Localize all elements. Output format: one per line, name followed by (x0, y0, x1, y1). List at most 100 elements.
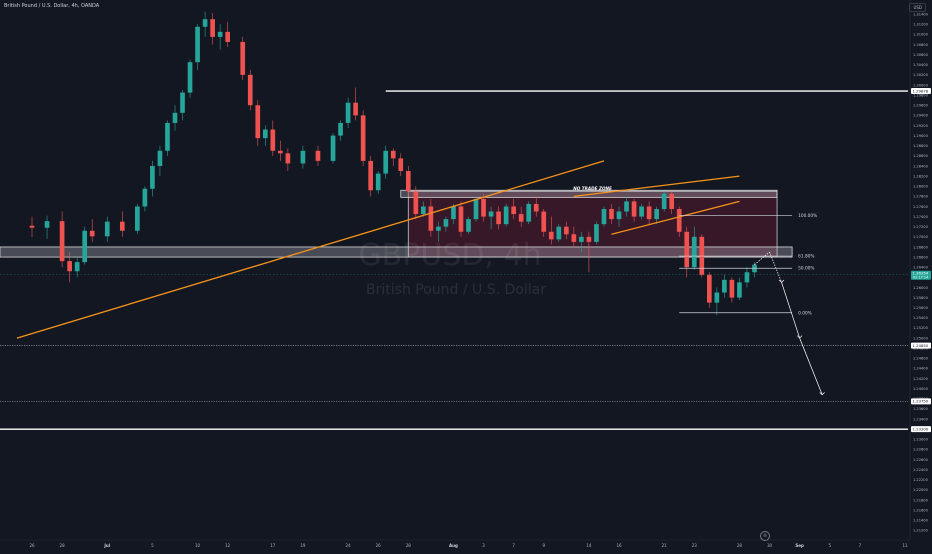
candle-body[interactable] (714, 292, 720, 303)
candle-body[interactable] (518, 214, 524, 222)
projection-path-segment[interactable] (781, 282, 800, 339)
candle-body[interactable] (669, 193, 675, 209)
candle-body[interactable] (82, 230, 88, 263)
candle-body[interactable] (729, 279, 735, 298)
candle-body[interactable] (564, 226, 569, 235)
candle-body[interactable] (616, 211, 622, 220)
candle-body[interactable] (473, 198, 479, 220)
candle-body[interactable] (270, 129, 276, 151)
candle-body[interactable] (44, 221, 50, 228)
candle-body[interactable] (571, 234, 577, 242)
candle-body[interactable] (285, 153, 291, 164)
candle-body[interactable] (225, 31, 231, 42)
candle-body[interactable] (247, 74, 253, 106)
projection-path-segment[interactable] (769, 251, 782, 283)
candle-body[interactable] (255, 105, 261, 139)
candle-body[interactable] (74, 262, 80, 272)
candle-body[interactable] (601, 208, 607, 225)
candle-body[interactable] (300, 150, 306, 164)
candle-body[interactable] (172, 112, 178, 123)
candle-body[interactable] (375, 173, 381, 191)
candle-body[interactable] (586, 236, 592, 242)
candle-body[interactable] (661, 193, 667, 209)
candle-body[interactable] (639, 206, 644, 217)
candle-body[interactable] (676, 208, 682, 232)
candle-body[interactable] (157, 150, 163, 166)
projection-path-segment[interactable] (754, 251, 770, 265)
trendline[interactable] (16, 160, 605, 339)
currency-badge[interactable]: USD (909, 3, 926, 12)
candle-body[interactable] (654, 208, 659, 220)
candle-body[interactable] (533, 203, 539, 212)
candle-body[interactable] (262, 129, 268, 139)
candle-body[interactable] (278, 150, 283, 154)
candle-body[interactable] (240, 41, 246, 75)
candle-body[interactable] (330, 135, 336, 161)
candle-body[interactable] (466, 219, 471, 232)
candle-body[interactable] (187, 62, 193, 93)
candle-body[interactable] (451, 206, 456, 220)
candle-body[interactable] (646, 206, 652, 220)
candle-body[interactable] (691, 236, 697, 268)
time-zone-icon[interactable]: ⊗ (760, 531, 770, 541)
candle-body[interactable] (104, 221, 110, 237)
candle-body[interactable] (421, 206, 426, 215)
candle-body[interactable] (722, 279, 727, 293)
candle-body[interactable] (360, 115, 366, 161)
candle-body[interactable] (150, 165, 155, 189)
candle-body[interactable] (142, 188, 148, 207)
candle-body[interactable] (684, 231, 690, 268)
candle-body[interactable] (180, 92, 185, 113)
candle-body[interactable] (202, 19, 208, 27)
candle-body[interactable] (737, 282, 742, 298)
candle-body[interactable] (503, 206, 509, 225)
candle-body[interactable] (443, 219, 449, 227)
candle-body[interactable] (29, 225, 35, 228)
candle-body[interactable] (405, 171, 411, 192)
zone-rect[interactable] (0, 246, 793, 258)
candle-body[interactable] (548, 231, 554, 240)
candle-body[interactable] (744, 272, 750, 283)
candle-body[interactable] (594, 224, 599, 242)
candle-body[interactable] (511, 206, 516, 215)
candle-body[interactable] (413, 191, 419, 215)
candle-body[interactable] (398, 158, 404, 172)
candle-body[interactable] (210, 19, 215, 37)
zone-rect[interactable] (400, 189, 778, 198)
trendline[interactable] (573, 175, 740, 197)
candle-body[interactable] (488, 211, 494, 217)
candle-body[interactable] (496, 211, 501, 225)
candle-body[interactable] (195, 26, 200, 63)
candle-body[interactable] (706, 274, 712, 303)
candle-body[interactable] (428, 206, 434, 231)
candle-body[interactable] (609, 208, 614, 220)
candle-body[interactable] (556, 226, 562, 240)
candle-body[interactable] (383, 150, 389, 174)
candle-body[interactable] (526, 203, 532, 222)
candle-body[interactable] (345, 102, 351, 123)
price-tick-label: 1.26600 (913, 255, 929, 259)
candle-body[interactable] (217, 31, 223, 37)
candle-body[interactable] (89, 230, 95, 237)
candle-body[interactable] (119, 221, 125, 231)
candle-body[interactable] (353, 102, 358, 116)
candle-body[interactable] (436, 226, 441, 231)
projection-path-segment[interactable] (799, 337, 823, 395)
candle-body[interactable] (631, 201, 637, 217)
candle-body[interactable] (458, 206, 464, 232)
candle-body[interactable] (315, 150, 321, 161)
candle-body[interactable] (390, 150, 396, 159)
candle-body[interactable] (338, 122, 343, 136)
trendline[interactable] (611, 200, 740, 235)
candle-body[interactable] (481, 198, 486, 217)
candle-body[interactable] (579, 236, 584, 242)
candle-body[interactable] (541, 211, 547, 232)
candle-body[interactable] (67, 261, 72, 272)
candle-body[interactable] (59, 221, 65, 262)
candle-body[interactable] (624, 201, 629, 212)
candle-body[interactable] (165, 122, 170, 151)
candle-body[interactable] (368, 160, 373, 191)
candle-body[interactable] (135, 206, 140, 231)
